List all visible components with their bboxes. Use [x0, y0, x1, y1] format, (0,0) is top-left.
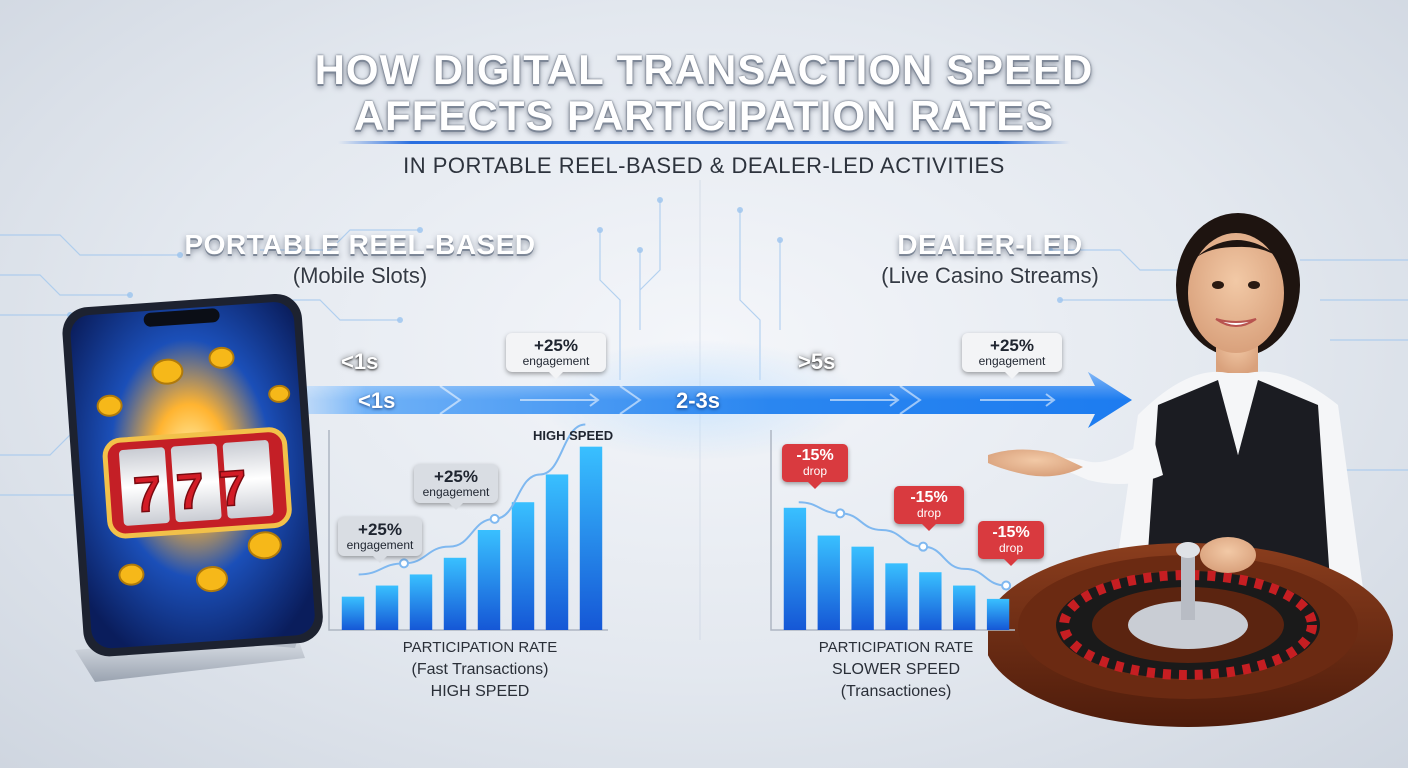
right-bar-chart: [770, 430, 1015, 631]
chart-bar: [375, 585, 399, 630]
chart-bar: [579, 446, 603, 630]
left-chart-annotation-1: +25% engagement: [338, 517, 422, 563]
right-chart-caption: PARTICIPATION RATE SLOWER SPEED (Transac…: [776, 637, 1016, 703]
left-chart-trend-label: HIGH SPEED: [533, 428, 614, 443]
caption-line-3: HIGH SPEED: [430, 683, 530, 700]
annotation-value: -15%: [992, 524, 1030, 541]
callout-value: +25%: [534, 336, 578, 355]
trend-point: [918, 541, 929, 552]
callout-text: engagement: [522, 354, 590, 368]
right-section-subheading: (Live Casino Streams): [881, 263, 1099, 288]
right-section-heading: DEALER-LED: [897, 229, 1083, 260]
right-chart-annotation-3: -15% drop: [978, 521, 1044, 566]
title-line-2: AFFECTS PARTICIPATION RATES: [353, 92, 1055, 139]
chart-bar: [851, 546, 874, 630]
chart-bar: [986, 598, 1010, 630]
timeline-callout-left: +25% engagement: [506, 333, 606, 379]
annotation-value: +25%: [434, 467, 478, 486]
speed-label-arrow-middle: 2-3s: [676, 388, 721, 413]
caption-line-1: PARTICIPATION RATE: [402, 639, 558, 656]
caption-line-3: (Transactiones): [840, 683, 952, 700]
chart-bar: [953, 585, 976, 630]
chart-bar: [409, 574, 433, 630]
title-line-1: HOW DIGITAL TRANSACTION SPEED: [314, 46, 1094, 93]
chart-bar: [545, 474, 569, 630]
left-chart-caption: PARTICIPATION RATE (Fast Transactions) H…: [360, 637, 600, 703]
right-chart-annotation-1: -15% drop: [782, 444, 848, 489]
annotation-text: engagement: [422, 485, 490, 499]
left-chart-annotation-2: +25% engagement: [414, 464, 498, 510]
timeline-callout-right: +25% engagement: [962, 333, 1062, 379]
trend-point: [1001, 580, 1012, 591]
left-section-heading: PORTABLE REEL-BASED: [184, 229, 536, 260]
chart-bar: [783, 507, 807, 630]
title-underline: [338, 141, 1070, 144]
chart-bar: [919, 572, 942, 630]
smartphone-illustration: 777: [62, 293, 323, 682]
subtitle: IN PORTABLE REEL-BASED & DEALER-LED ACTI…: [403, 153, 1005, 178]
speed-label-left-top: <1s: [341, 349, 379, 374]
dealer-illustration: [988, 213, 1393, 727]
chart-bar: [885, 563, 908, 630]
annotation-text: drop: [802, 464, 828, 478]
right-chart-annotation-2: -15% drop: [894, 486, 964, 531]
annotation-value: +25%: [358, 520, 402, 539]
annotation-text: engagement: [346, 538, 414, 552]
caption-line-2: (Fast Transactions): [411, 661, 549, 678]
caption-line-2: SLOWER SPEED: [831, 661, 961, 678]
callout-text: engagement: [978, 354, 1046, 368]
reel-symbols: 777: [132, 458, 264, 523]
trend-point: [489, 513, 500, 524]
chart-bar: [341, 596, 365, 630]
trend-point: [835, 508, 846, 519]
annotation-value: -15%: [910, 489, 948, 506]
annotation-text: drop: [998, 541, 1024, 555]
chart-bar: [511, 502, 535, 630]
callout-value: +25%: [990, 336, 1034, 355]
caption-line-1: PARTICIPATION RATE: [818, 639, 974, 656]
speed-label-right-top: >5s: [798, 349, 836, 374]
speed-label-arrow-left: <1s: [358, 388, 396, 413]
chart-bar: [817, 535, 840, 630]
annotation-text: drop: [916, 506, 942, 520]
chart-bar: [443, 557, 467, 630]
chart-bar: [477, 530, 501, 630]
annotation-value: -15%: [796, 447, 834, 464]
trend-point: [399, 558, 409, 569]
left-bar-chart: [328, 423, 608, 631]
left-section-subheading: (Mobile Slots): [292, 263, 428, 288]
